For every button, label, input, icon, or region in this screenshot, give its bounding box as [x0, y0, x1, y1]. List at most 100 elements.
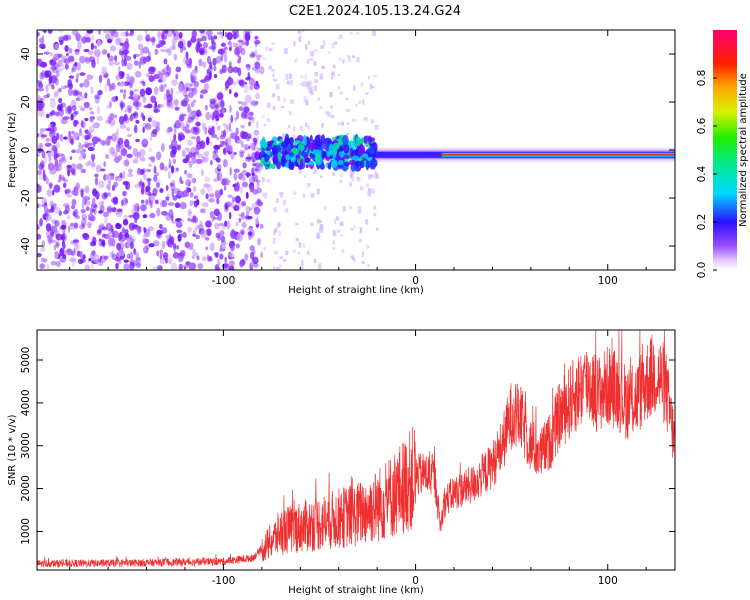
noise-speckle — [157, 265, 163, 270]
noise-speckle — [215, 136, 220, 140]
noise-speckle — [222, 122, 226, 127]
snr-x-tick-label: 0 — [412, 575, 419, 587]
noise-speckle — [88, 56, 96, 63]
noise-speckle — [37, 153, 40, 157]
colorbar-tick-label: 0.6 — [696, 117, 708, 134]
carrier-blob — [338, 145, 344, 152]
noise-speckle — [52, 111, 60, 116]
noise-speckle — [166, 126, 171, 135]
noise-speckle — [258, 66, 265, 75]
noise-speckle — [203, 151, 206, 157]
carrier-blob — [302, 134, 307, 146]
noise-speckle — [47, 162, 55, 171]
noise-speckle — [220, 136, 225, 140]
noise-speckle — [158, 84, 165, 93]
noise-speckle — [248, 121, 252, 127]
faint-streak — [317, 264, 322, 270]
noise-speckle — [67, 87, 73, 96]
noise-speckle — [208, 198, 215, 203]
faint-streak — [279, 191, 284, 198]
faint-streak — [342, 206, 347, 212]
faint-streak — [299, 125, 303, 131]
noise-speckle — [161, 199, 168, 208]
noise-speckle — [208, 45, 215, 50]
noise-speckle — [202, 41, 208, 49]
noise-speckle — [94, 176, 99, 186]
noise-speckle — [129, 114, 134, 122]
noise-speckle — [126, 127, 130, 132]
noise-speckle — [241, 110, 247, 118]
spectrogram-y-tick-label: 40 — [20, 47, 32, 60]
noise-speckle — [213, 222, 220, 230]
noise-speckle — [156, 250, 160, 257]
spectrogram-y-tick-label: -20 — [20, 189, 32, 206]
noise-speckle — [74, 62, 78, 67]
noise-speckle — [228, 122, 232, 132]
faint-streak — [282, 199, 287, 206]
noise-speckle — [98, 210, 103, 214]
noise-speckle — [197, 224, 204, 230]
faint-streak — [352, 256, 355, 261]
noise-speckle — [133, 248, 137, 255]
carrier-blob — [280, 141, 288, 148]
noise-speckle — [90, 161, 96, 170]
noise-speckle — [150, 95, 157, 104]
noise-speckle — [193, 80, 199, 88]
noise-speckle — [248, 111, 254, 117]
colorbar: 0.0 0.2 0.4 0.6 0.8 Normalized spectral ampl… — [696, 30, 749, 278]
noise-speckle — [245, 211, 250, 217]
carrier-blob — [342, 134, 349, 146]
faint-streak — [270, 156, 275, 161]
noise-speckle — [223, 46, 228, 51]
noise-speckle — [179, 219, 185, 223]
noise-speckle — [243, 84, 249, 94]
noise-speckle — [128, 96, 134, 100]
noise-speckle — [76, 73, 80, 78]
noise-speckle — [38, 37, 44, 44]
noise-speckle — [40, 70, 47, 78]
noise-speckle — [130, 32, 134, 37]
noise-speckle — [161, 142, 165, 152]
noise-speckle — [133, 88, 139, 93]
noise-speckle — [116, 208, 123, 213]
noise-speckle — [148, 67, 156, 71]
noise-speckle — [185, 179, 192, 187]
faint-streak — [306, 59, 310, 64]
faint-streak — [302, 30, 305, 33]
noise-speckle — [136, 167, 142, 175]
noise-speckle — [194, 126, 201, 135]
noise-speckle — [59, 256, 67, 263]
faint-streak — [295, 222, 299, 226]
faint-streak — [316, 232, 320, 238]
noise-speckle — [210, 130, 215, 136]
noise-speckle — [83, 78, 90, 88]
faint-streak — [285, 74, 289, 80]
carrier-blob — [288, 137, 294, 145]
noise-speckle — [112, 196, 119, 205]
noise-speckle — [132, 100, 140, 107]
noise-speckle — [189, 200, 194, 207]
faint-streak — [274, 237, 277, 241]
faint-streak — [371, 85, 375, 89]
carrier-blob — [355, 160, 362, 167]
noise-speckle — [71, 130, 75, 135]
noise-speckle — [188, 263, 194, 270]
noise-speckle — [107, 135, 113, 140]
faint-streak — [346, 122, 350, 125]
noise-speckle — [188, 160, 193, 168]
noise-speckle — [109, 251, 114, 258]
noise-speckle — [197, 262, 204, 270]
faint-streak — [283, 258, 287, 262]
noise-speckle — [171, 145, 177, 155]
noise-speckle — [165, 185, 169, 191]
noise-speckle — [119, 123, 127, 129]
noise-speckle — [115, 262, 119, 270]
noise-speckle — [177, 252, 185, 260]
faint-streak — [307, 84, 312, 90]
noise-speckle — [140, 199, 145, 204]
noise-speckle — [204, 176, 211, 183]
noise-speckle — [103, 74, 108, 79]
carrier-blob — [281, 156, 286, 167]
faint-streak — [303, 96, 307, 103]
noise-speckle — [253, 82, 260, 90]
